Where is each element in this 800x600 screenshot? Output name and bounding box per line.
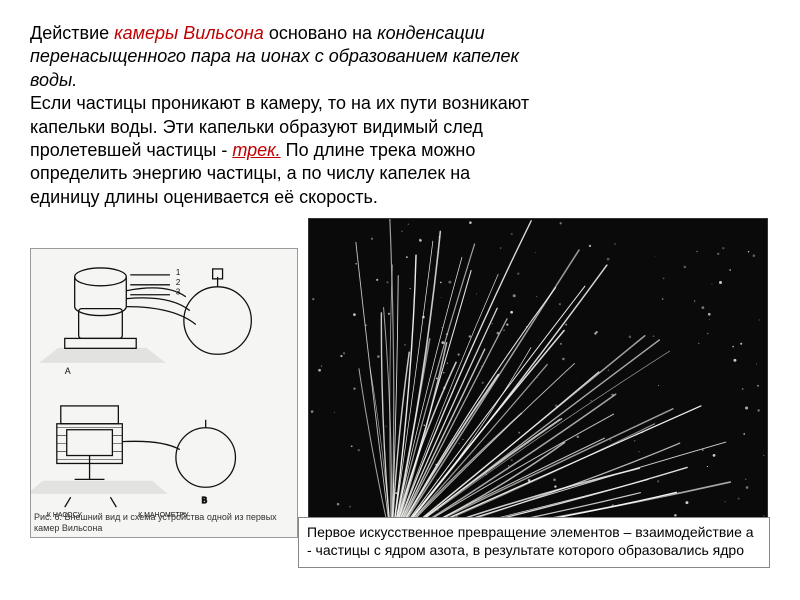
line-7: определить энергию частицы, а по числу к…: [30, 162, 770, 185]
diagram-caption: Рис. 6. Внешний вид и схема устройства о…: [34, 512, 292, 533]
main-paragraph: Действие камеры Вильсона основано на кон…: [30, 22, 770, 209]
line-1: Действие камеры Вильсона основано на кон…: [30, 22, 770, 45]
images-row: 1 2 3 А: [30, 248, 770, 548]
l6b-track: трек.: [232, 140, 280, 160]
l1c: основано на: [264, 23, 377, 43]
svg-text:1: 1: [176, 268, 181, 277]
svg-text:А: А: [65, 366, 71, 376]
l1d: конденсации: [377, 23, 485, 43]
tracks-caption-box: Первое искусственное превращение элемент…: [298, 517, 770, 568]
line-8: единицу длины оценивается её скорость.: [30, 186, 770, 209]
l6c: По длине трека можно: [281, 140, 476, 160]
diagram-svg: 1 2 3 А: [31, 249, 297, 537]
slide-page: Действие камеры Вильсона основано на кон…: [0, 0, 800, 600]
line-5: капельки воды. Эти капельки образуют вид…: [30, 116, 770, 139]
svg-text:3: 3: [176, 288, 181, 297]
line-2: перенасыщенного пара на ионах с образова…: [30, 45, 770, 68]
line-6: пролетевшей частицы - трек. По длине тре…: [30, 139, 770, 162]
wilson-chamber-diagram: 1 2 3 А: [30, 248, 298, 538]
svg-text:2: 2: [176, 278, 181, 287]
tracks-svg: [309, 219, 767, 537]
svg-text:В: В: [202, 496, 207, 505]
l1a: Действие: [30, 23, 114, 43]
alpha-tracks-photo: [308, 218, 768, 538]
line-3: воды.: [30, 69, 770, 92]
l1b-wilson-chamber: камеры Вильсона: [114, 23, 264, 43]
l6a: пролетевшей частицы -: [30, 140, 232, 160]
line-4: Если частицы проникают в камеру, то на и…: [30, 92, 770, 115]
tracks-caption: Первое искусственное превращение элемент…: [307, 524, 761, 559]
